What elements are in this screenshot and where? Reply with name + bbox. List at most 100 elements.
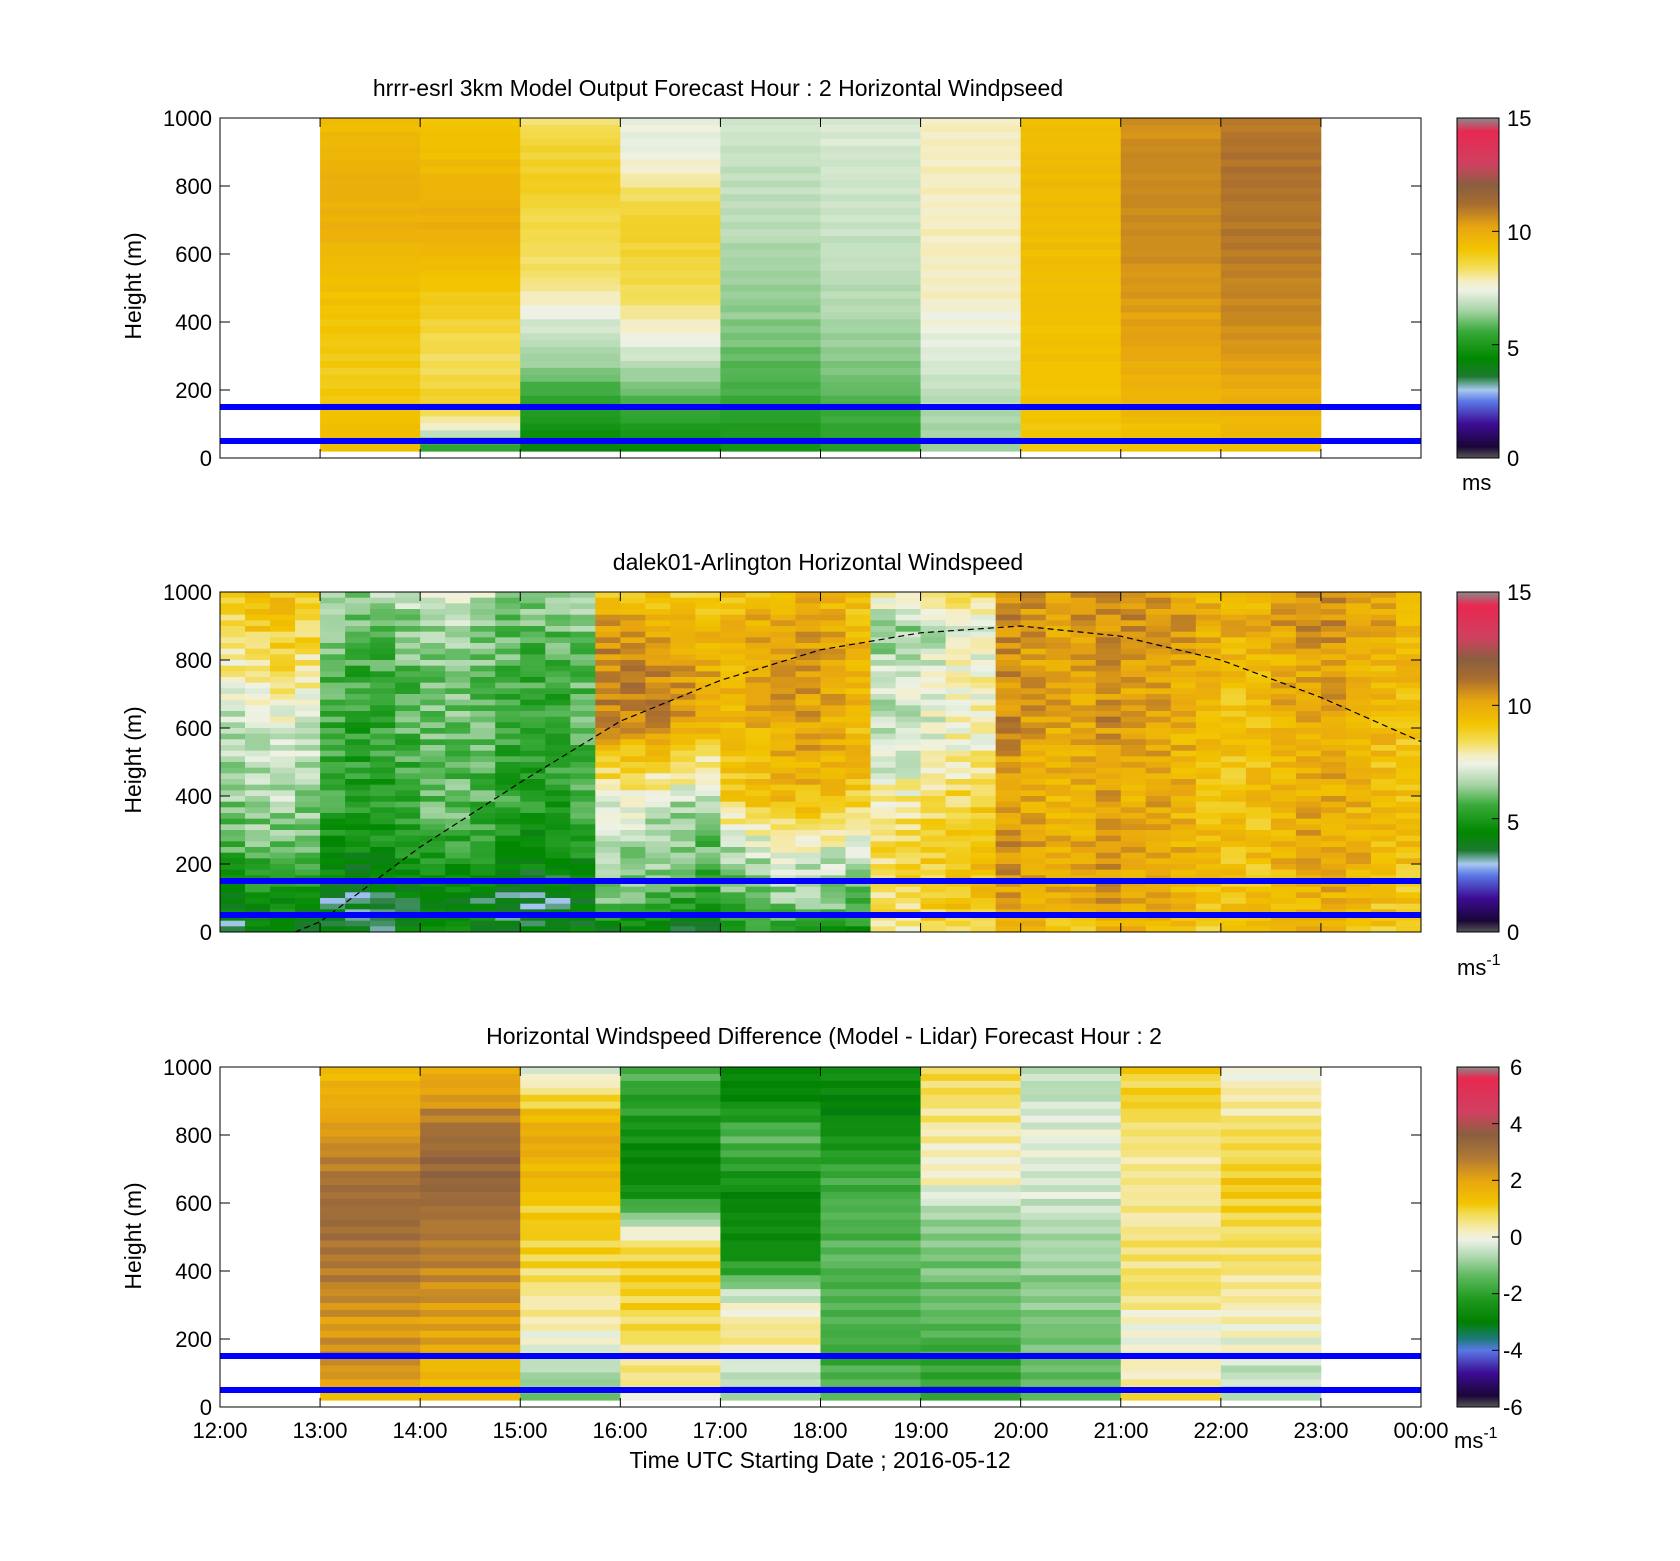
lidar-cell [1295, 818, 1322, 825]
lidar-cell [895, 711, 921, 718]
lidar-cell [1395, 728, 1422, 735]
lidar-cell [970, 824, 997, 831]
lidar-cell [895, 881, 921, 888]
lidar-cell [995, 705, 1022, 712]
lidar-cell [1370, 716, 1397, 723]
lidar-cell [1320, 694, 1347, 701]
lidar-cell [295, 847, 321, 854]
lidar-cell [220, 711, 246, 718]
lidar-cell [845, 597, 871, 604]
lidar-cell [1095, 773, 1122, 780]
lidar-cell [620, 864, 646, 871]
lidar-cell [1220, 801, 1247, 808]
lidar-cell [245, 705, 271, 712]
lidar-cell [370, 796, 396, 803]
difference-cell [1120, 1212, 1222, 1221]
lidar-cell [1170, 626, 1197, 633]
difference-cell [420, 1275, 521, 1283]
lidar-cell [620, 699, 646, 706]
lidar-cell [1245, 682, 1272, 689]
model-cell [1120, 215, 1222, 223]
lidar-cell [1320, 869, 1347, 876]
difference-cell [1220, 1226, 1322, 1234]
lidar-cell [795, 886, 821, 893]
lidar-cell [595, 750, 621, 757]
lidar-cell [545, 648, 571, 655]
lidar-cell [645, 830, 671, 837]
lidar-cell [1170, 716, 1197, 723]
lidar-cell [445, 886, 471, 893]
model-cell [820, 270, 921, 279]
difference-cell [1020, 1191, 1122, 1200]
lidar-cell [1045, 762, 1072, 769]
difference-cell [720, 1358, 821, 1366]
model-cell [1020, 118, 1122, 126]
lidar-cell [270, 813, 296, 820]
lidar-cell [970, 750, 997, 757]
x-tick-label-13: 13:00 [292, 1418, 347, 1443]
lidar-cell [1220, 920, 1247, 927]
model-cell [1120, 298, 1222, 306]
lidar-cell [220, 660, 246, 667]
lidar-cell [545, 597, 571, 604]
lidar-cell [295, 660, 321, 667]
x-tick-label-12: 12:00 [192, 1418, 247, 1443]
lidar-cell [445, 677, 471, 684]
lidar-cell [645, 660, 671, 667]
lidar-cell [720, 733, 746, 740]
model-cell [420, 124, 521, 133]
model-cell [320, 180, 421, 188]
lidar-cell [1220, 620, 1247, 627]
lidar-cell [1345, 739, 1372, 746]
lidar-cell [470, 801, 496, 808]
lidar-cell [770, 643, 796, 650]
lidar-cell [395, 886, 421, 893]
difference-cell [1020, 1268, 1122, 1276]
lidar-cell [1395, 756, 1422, 763]
lidar-cell [1170, 852, 1197, 859]
lidar-cell [845, 813, 871, 820]
lidar-cell [845, 830, 871, 837]
difference-cell [420, 1122, 521, 1130]
lidar-cell [870, 824, 896, 831]
lidar-cell [995, 784, 1022, 791]
lidar-cell [745, 858, 771, 865]
lidar-cell [1095, 818, 1122, 825]
difference-cell [1120, 1087, 1222, 1096]
lidar-cell [1045, 767, 1072, 774]
lidar-cell [270, 756, 296, 763]
lidar-cell [295, 739, 321, 746]
lidar-cell [1145, 796, 1172, 803]
model-cell [1120, 284, 1222, 292]
model-cell [1020, 159, 1122, 167]
panel-difference-colorbar-unit-superscript: -1 [1483, 1425, 1497, 1442]
lidar-cell [1245, 671, 1272, 678]
lidar-cell [895, 796, 921, 803]
lidar-cell [1120, 620, 1147, 627]
lidar-cell [1270, 660, 1297, 667]
lidar-cell [1045, 858, 1072, 865]
lidar-cell [270, 767, 296, 774]
lidar-cell [1245, 603, 1272, 610]
panel-difference-title: Horizontal Windspeed Difference (Model -… [486, 1023, 1162, 1049]
lidar-cell [895, 597, 921, 604]
lidar-cell [345, 733, 371, 740]
lidar-cell [945, 728, 972, 735]
lidar-cell [295, 631, 321, 638]
lidar-cell [695, 648, 721, 655]
lidar-cell [1370, 648, 1397, 655]
lidar-cell [1220, 790, 1247, 797]
difference-cell [1020, 1344, 1122, 1353]
lidar-cell [320, 886, 346, 893]
lidar-cell [770, 830, 796, 837]
lidar-cell [345, 750, 371, 757]
lidar-cell [845, 699, 871, 706]
lidar-cell [1320, 603, 1347, 610]
lidar-cell [970, 603, 997, 610]
lidar-cell [520, 705, 546, 712]
lidar-cell [1070, 773, 1097, 780]
lidar-cell [920, 801, 946, 808]
lidar-cell [845, 784, 871, 791]
lidar-cell [820, 852, 846, 859]
lidar-cell [445, 733, 471, 740]
